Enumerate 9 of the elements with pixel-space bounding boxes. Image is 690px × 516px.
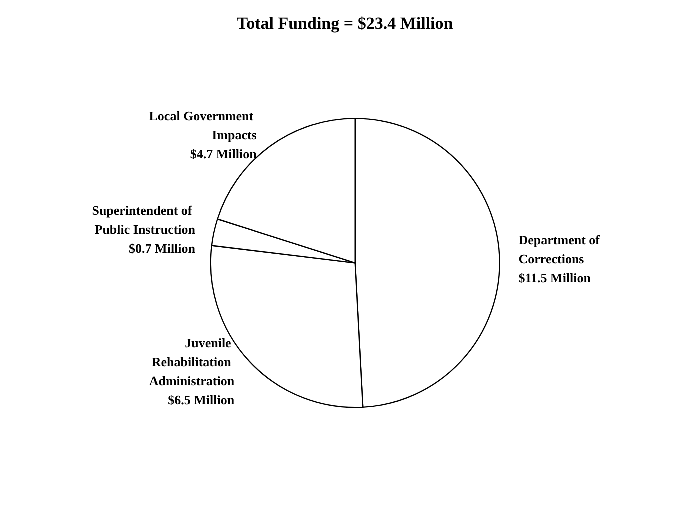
slice-label: Department of Corrections — [518, 232, 604, 266]
data-label: $6.5 Million — [168, 392, 236, 408]
data-label: $0.7 Million — [129, 240, 196, 256]
slice-label: Juvenile Rehabilitation Administration — [149, 335, 236, 388]
slice-label: Local Government Impacts — [149, 108, 257, 143]
slice-label: Superintendent of Public Instruction — [92, 202, 196, 237]
data-label: $4.7 Million — [190, 146, 258, 162]
chart-title: Total Funding = $23.4 Million — [236, 14, 454, 33]
data-label: $11.5 Million — [518, 270, 592, 286]
